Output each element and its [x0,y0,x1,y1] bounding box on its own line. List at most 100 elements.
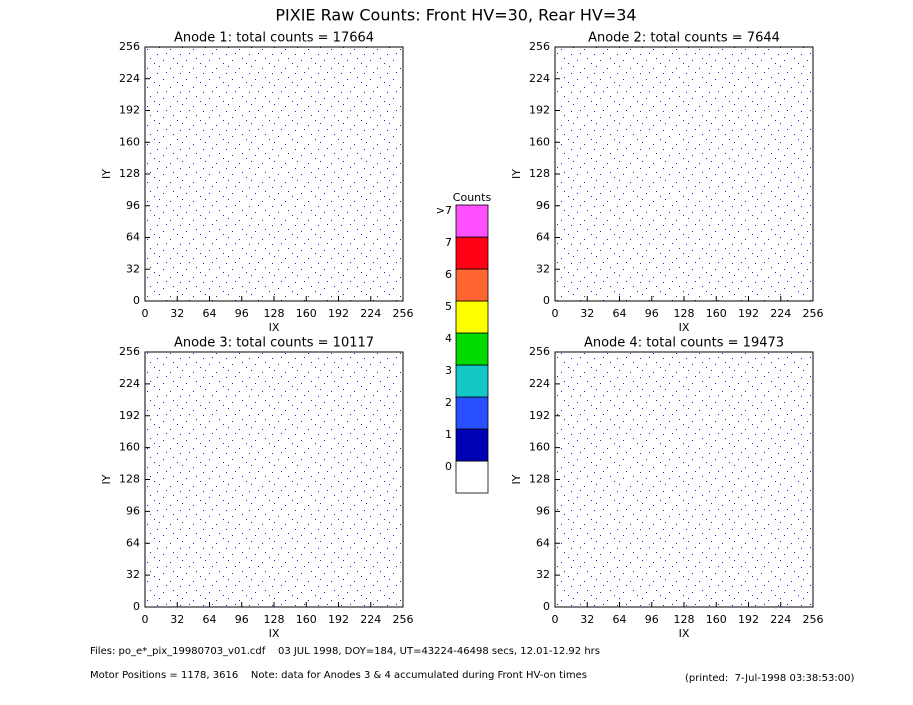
x-tick-label: 0 [142,307,149,320]
x-tick-label: 64 [613,613,627,626]
y-tick-label: 256 [529,40,550,53]
x-tick-label: 64 [203,307,217,320]
x-tick-label: 224 [770,307,791,320]
x-tick-label: 0 [142,613,149,626]
y-tick-label: 32 [536,568,550,581]
x-tick-label: 160 [296,307,317,320]
x-tick-label: 128 [264,307,285,320]
y-tick-label: 0 [133,600,140,613]
footer-motor: Motor Positions = 1178, 3616 Note: data … [90,670,587,681]
y-tick-label: 64 [126,231,140,244]
x-tick-label: 256 [393,307,414,320]
y-axis-label: IY [100,169,113,179]
y-tick-label: 64 [126,536,140,549]
y-tick-label: 192 [529,409,550,422]
colorbar-swatch [455,396,489,430]
plot-area [144,46,404,302]
x-tick-label: 96 [645,307,659,320]
x-tick-label: 64 [203,613,217,626]
y-tick-label: 256 [119,345,140,358]
colorbar-swatch [455,460,489,494]
colorbar-label: 4 [445,332,452,345]
plot-area [144,351,404,608]
y-tick-label: 96 [126,504,140,517]
x-axis-label: IX [269,321,280,334]
y-tick-label: 192 [119,409,140,422]
y-tick-label: 160 [529,441,550,454]
x-tick-label: 256 [803,307,824,320]
y-tick-label: 160 [119,441,140,454]
y-axis-label: IY [510,169,523,179]
x-tick-label: 192 [328,613,349,626]
footer-files: Files: po_e*_pix_19980703_v01.cdf 03 JUL… [90,646,600,657]
x-axis-label: IX [679,321,690,334]
y-tick-label: 256 [529,345,550,358]
colorbar-label: 5 [445,300,452,313]
x-tick-label: 224 [360,613,381,626]
page-title: PIXIE Raw Counts: Front HV=30, Rear HV=3… [275,6,636,25]
x-tick-label: 192 [738,613,759,626]
colorbar-swatch [455,204,489,238]
x-tick-label: 32 [580,613,594,626]
plot-area [554,351,814,608]
y-tick-label: 128 [119,473,140,486]
colorbar-swatch [455,332,489,366]
colorbar-swatch [455,364,489,398]
x-axis-label: IX [679,627,690,640]
y-tick-label: 128 [529,473,550,486]
y-tick-label: 192 [529,104,550,117]
colorbar-swatch [455,300,489,334]
y-tick-label: 0 [543,600,550,613]
y-tick-label: 224 [529,377,550,390]
y-tick-label: 96 [536,504,550,517]
panel-title: Anode 4: total counts = 19473 [584,336,784,351]
colorbar-title: Counts [453,191,492,204]
colorbar-label: 6 [445,268,452,281]
y-tick-label: 0 [133,294,140,307]
colorbar-label: 1 [445,428,452,441]
colorbar-swatch [455,268,489,302]
y-tick-label: 192 [119,104,140,117]
x-axis-label: IX [269,627,280,640]
x-tick-label: 128 [674,307,695,320]
y-axis-label: IY [510,474,523,484]
x-tick-label: 64 [613,307,627,320]
panel-title: Anode 1: total counts = 17664 [174,31,374,46]
plot-area [554,46,814,302]
colorbar-label: 3 [445,364,452,377]
y-tick-label: 160 [119,135,140,148]
y-tick-label: 224 [119,377,140,390]
x-tick-label: 0 [552,307,559,320]
x-tick-label: 160 [706,613,727,626]
colorbar-label: 7 [445,236,452,249]
x-tick-label: 32 [580,307,594,320]
x-tick-label: 96 [645,613,659,626]
y-tick-label: 64 [536,536,550,549]
y-tick-label: 0 [543,294,550,307]
y-tick-label: 224 [119,72,140,85]
x-tick-label: 96 [235,307,249,320]
panel-title: Anode 2: total counts = 7644 [588,31,780,46]
x-tick-label: 96 [235,613,249,626]
colorbar-swatch [455,428,489,462]
y-tick-label: 32 [126,568,140,581]
y-tick-label: 32 [126,262,140,275]
colorbar-swatch [455,236,489,270]
y-tick-label: 64 [536,231,550,244]
y-tick-label: 224 [529,72,550,85]
x-tick-label: 128 [674,613,695,626]
x-tick-label: 160 [296,613,317,626]
footer-printed: (printed: 7-Jul-1998 03:38:53:00) [685,673,854,684]
y-axis-label: IY [100,474,113,484]
colorbar-label: 0 [445,460,452,473]
y-tick-label: 96 [126,199,140,212]
y-tick-label: 128 [119,167,140,180]
y-tick-label: 32 [536,262,550,275]
y-tick-label: 128 [529,167,550,180]
panel-title: Anode 3: total counts = 10117 [174,336,374,351]
x-tick-label: 32 [170,307,184,320]
x-tick-label: 0 [552,613,559,626]
x-tick-label: 224 [360,307,381,320]
x-tick-label: 192 [328,307,349,320]
